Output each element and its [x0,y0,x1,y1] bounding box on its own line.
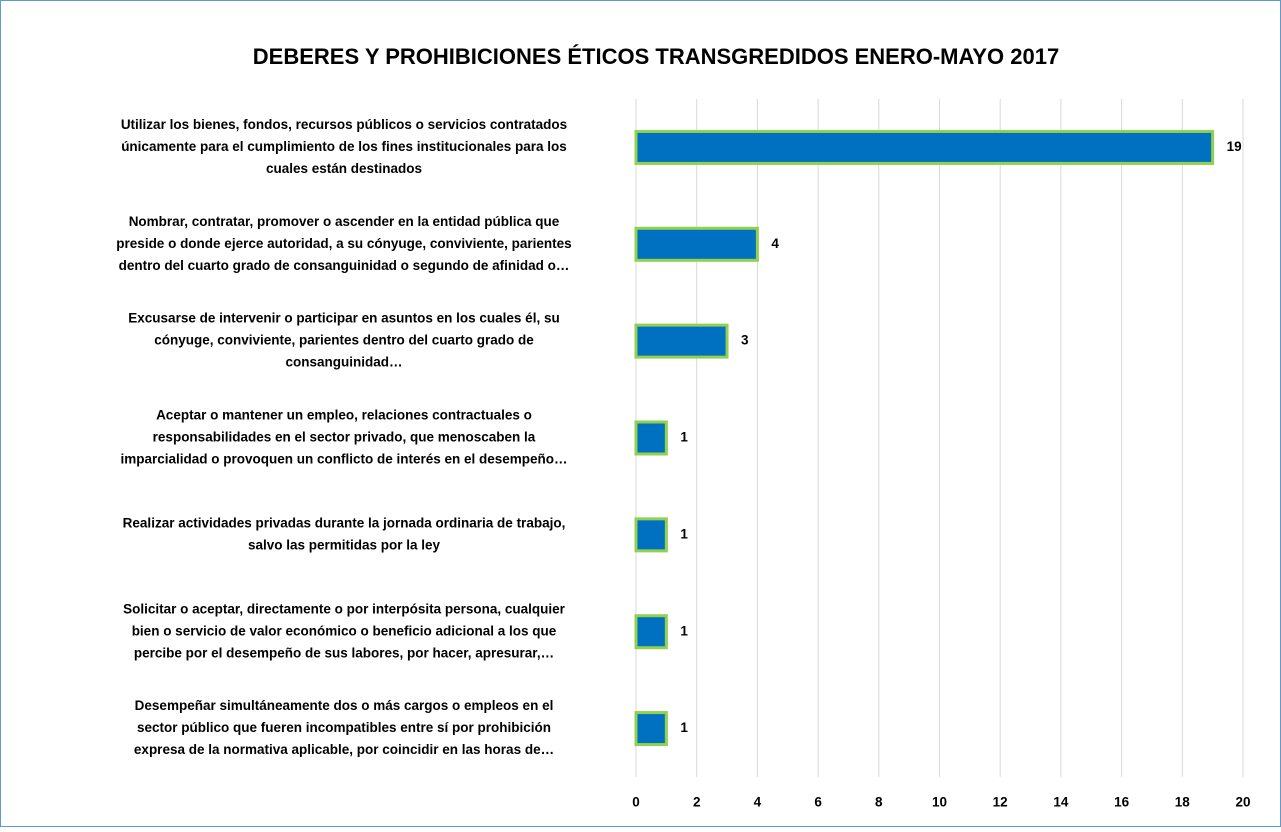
x-tick-label: 18 [1175,795,1191,810]
y-tick-label: consanguinidad… [285,355,402,370]
x-tick-label: 6 [814,795,822,810]
y-tick-label: Desempeñar simultáneamente dos o más car… [135,698,554,713]
y-tick-label: Solicitar o aceptar, directamente o por … [123,601,566,616]
bar [634,420,668,456]
value-label: 4 [771,236,779,251]
x-tick-label: 20 [1235,795,1250,810]
x-tick-label: 10 [932,795,947,810]
bar [634,614,668,650]
y-tick-label: responsabilidades en el sector privado, … [153,430,536,445]
y-tick-label: Aceptar o mantener un empleo, relaciones… [156,408,532,423]
y-tick-label: bien o servicio de valor económico o ben… [132,623,557,638]
y-tick-label: Realizar actividades privadas durante la… [123,515,566,530]
value-label: 1 [680,430,688,445]
value-label: 1 [680,623,688,638]
bar [634,129,1215,165]
x-tick-label: 4 [754,795,762,810]
y-tick-label: imparcialidad o provoquen un conflicto d… [120,452,567,467]
y-tick-label: percibe por el desempeño de sus labores,… [134,645,554,660]
bar [634,517,668,553]
y-tick-label: sector público que fueren incompatibles … [137,720,551,735]
x-tick-label: 0 [632,795,640,810]
y-tick-label: Nombrar, contratar, promover o ascender … [129,214,560,229]
y-tick-label: preside o donde ejerce autoridad, a su c… [116,236,571,251]
x-tick-label: 8 [875,795,883,810]
value-label: 19 [1227,139,1242,154]
chart-title: DEBERES Y PROHIBICIONES ÉTICOS TRANSGRED… [253,44,1059,69]
y-tick-label: expresa de la normativa aplicable, por c… [134,742,554,757]
y-tick-label: dentro del cuarto grado de consanguinida… [119,258,570,273]
value-label: 1 [680,720,688,735]
value-label: 1 [680,526,688,541]
x-tick-label: 2 [693,795,701,810]
y-tick-label: salvo las permitidas por la ley [248,537,441,552]
y-tick-label: únicamente para el cumplimiento de los f… [121,139,567,154]
x-tick-label: 16 [1114,795,1130,810]
y-tick-label: cuales están destinados [266,161,422,176]
y-tick-label: Utilizar los bienes, fondos, recursos pú… [121,117,567,132]
x-tick-label: 14 [1053,795,1069,810]
value-label: 3 [741,333,749,348]
bar [634,226,759,262]
bar [634,711,668,747]
y-tick-label: cónyuge, conviviente, parientes dentro d… [154,333,534,348]
bar [634,323,729,359]
y-tick-label: Excusarse de intervenir o participar en … [128,311,559,326]
x-tick-label: 12 [993,795,1008,810]
